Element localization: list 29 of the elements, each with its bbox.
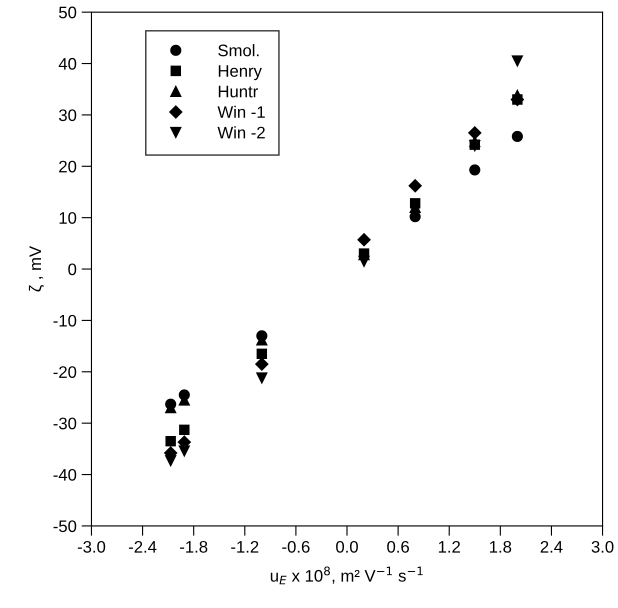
y-tick-label: -10 <box>54 314 76 327</box>
x-tick-label: 0.0 <box>336 540 358 553</box>
y-tick-label: 50 <box>59 6 76 18</box>
x-tick-label: 0.6 <box>387 540 409 553</box>
x-tick-label: -3.0 <box>78 540 106 553</box>
x-tick-label: 1.8 <box>490 540 512 553</box>
y-tick-label: -50 <box>54 520 76 532</box>
x-tick-label: 1.2 <box>438 540 460 553</box>
y-tick-label: 40 <box>58 58 76 70</box>
legend-label: Win -2 <box>218 126 265 138</box>
legend-label: Smol. <box>218 44 259 56</box>
y-tick-label: 10 <box>60 212 76 224</box>
y-tick-label: -20 <box>54 366 76 378</box>
legend-label: Huntr <box>218 86 258 98</box>
x-tick-label: 2.4 <box>540 540 563 553</box>
y-tick-label: -40 <box>54 468 76 481</box>
y-tick-label: 20 <box>59 160 76 172</box>
x-tick-label: -1.2 <box>231 540 258 553</box>
legend-label: Win -1 <box>218 106 265 118</box>
y-tick-label: 0 <box>68 263 76 276</box>
x-tick-label: -2.4 <box>128 540 156 553</box>
x-axis-title: u$_{E}$ x 10$^{8}$, m² V$^{−1}$ s$^{−1}$ <box>270 566 423 584</box>
y-tick-label: 30 <box>58 109 76 122</box>
y-tick-label: -30 <box>54 418 76 430</box>
y-axis-title: ζ , mV <box>28 246 44 292</box>
x-tick-label: -0.6 <box>282 540 310 553</box>
legend-label: Henry <box>218 65 262 80</box>
x-tick-label: -1.8 <box>180 540 208 553</box>
x-tick-label: 3.0 <box>592 540 614 553</box>
